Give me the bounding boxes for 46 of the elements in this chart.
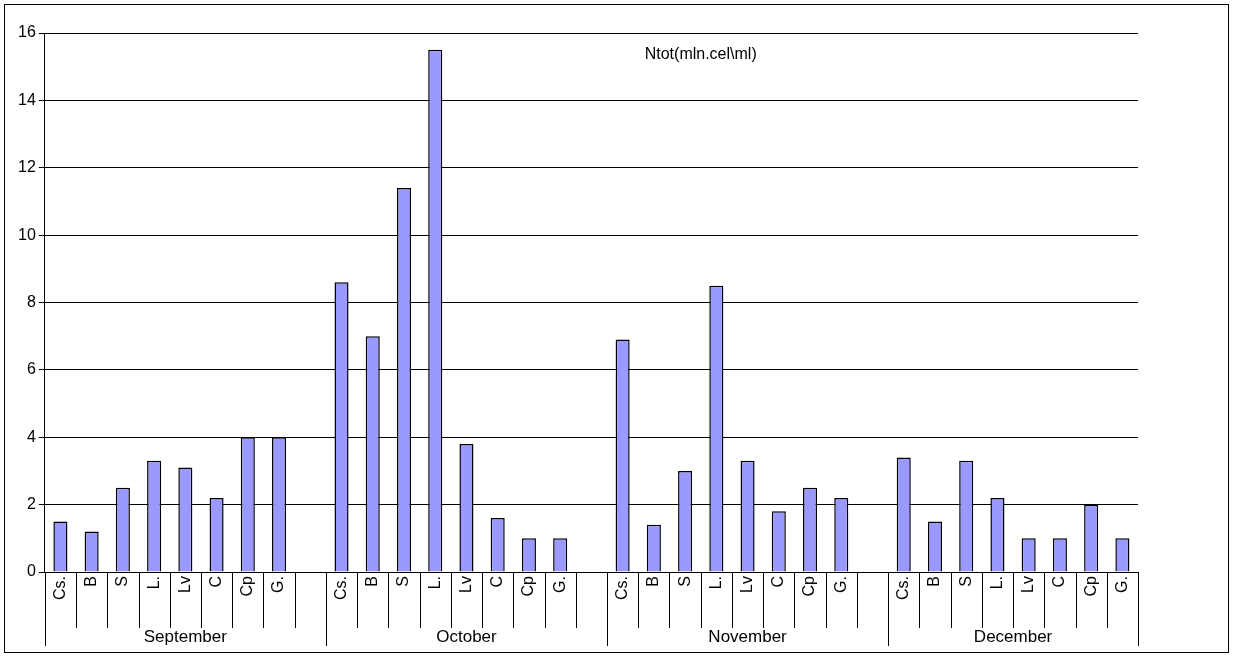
x-tick-label: Cs. (331, 576, 349, 600)
x-tick-label: B (644, 576, 662, 587)
x-tick-label: L. (706, 576, 724, 590)
x-tick-label: Cs. (613, 576, 631, 600)
y-tick-label: 12 (18, 158, 36, 176)
x-tick-label: C (1050, 576, 1068, 588)
x-tick-label: S (956, 576, 974, 587)
y-tick-label: 6 (26, 360, 36, 378)
x-tick-label: C (206, 576, 224, 588)
x-tick-label: C (769, 576, 787, 588)
x-tick-label: Lv (737, 576, 755, 593)
text: November (708, 626, 788, 646)
x-tick-label: B (363, 576, 381, 587)
x-tick-label: Lv (456, 576, 474, 593)
y-tick-label: 16 (18, 23, 36, 41)
y-tick-label: 8 (26, 292, 36, 310)
x-tick-label: Cp (800, 575, 818, 597)
text: December (973, 626, 1053, 646)
x-tick-label: S (113, 576, 131, 587)
x-tick-label: L. (425, 576, 443, 590)
x-tick-label: B (925, 576, 943, 587)
x-tick-label: L. (987, 576, 1005, 590)
x-tick-label: S (394, 576, 412, 587)
x-tick-label: G. (550, 576, 568, 593)
x-tick-label: B (82, 576, 100, 587)
x-tick-label: G. (1112, 576, 1130, 593)
y-tick-label: 10 (18, 225, 36, 243)
y-tick-label: 14 (18, 90, 36, 108)
x-tick-label: S (675, 576, 693, 587)
y-tick-label: 4 (26, 427, 36, 445)
x-tick-label: Lv (1019, 576, 1037, 593)
x-tick-label: C (488, 576, 506, 588)
x-tick-label: Cp (238, 575, 256, 597)
text: October (436, 626, 498, 646)
x-tick-label: Cs. (50, 576, 68, 600)
x-tick-label: G. (831, 576, 849, 593)
y-tick-label: 2 (26, 495, 36, 513)
x-tick-label: Cs. (894, 576, 912, 600)
y-tick-label: 0 (26, 562, 36, 580)
x-tick-label: G. (269, 576, 287, 593)
text: Ntot(mln.cel\ml) (644, 45, 757, 63)
text: September (143, 626, 228, 646)
x-tick-label: L. (144, 576, 162, 590)
x-tick-label: Lv (175, 576, 193, 593)
x-tick-label: Cp (519, 575, 537, 597)
x-tick-label: Cp (1081, 575, 1099, 597)
